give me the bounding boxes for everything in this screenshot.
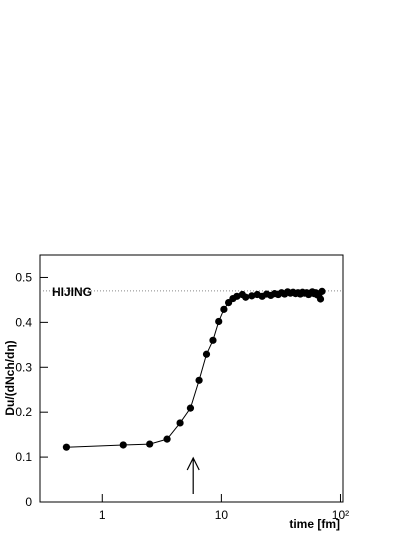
y-tick-label: 0.2 (15, 405, 32, 419)
annotation: HIJING (52, 285, 92, 299)
y-tick-label: 0.3 (15, 360, 32, 374)
y-axis-label: Du/(dNch/dη) (3, 340, 17, 415)
y-tick-label: 0 (25, 495, 32, 509)
arrow (186, 456, 200, 494)
data-point (62, 443, 71, 451)
x-axis-label: time [fm] (289, 517, 340, 531)
x-tick-label: 10² (332, 508, 349, 522)
data-point (195, 376, 203, 384)
data-point (119, 441, 127, 449)
frame (39, 254, 344, 503)
x-tick-label: 10 (215, 508, 229, 522)
x-tick-label: 1 (99, 508, 106, 522)
data-point (176, 419, 184, 427)
data-point (186, 404, 195, 412)
data-point (242, 293, 250, 301)
data-point (248, 292, 256, 300)
data-point (220, 305, 228, 313)
data-point (215, 317, 223, 326)
data-point (202, 350, 211, 358)
y-tick-label: 0.4 (15, 315, 32, 329)
y-tick-label: 0.1 (15, 450, 32, 464)
data-point (233, 292, 241, 300)
data-point (316, 295, 325, 303)
data-point (146, 440, 154, 448)
data-line (66, 291, 323, 448)
y-tick-label: 0.5 (15, 270, 32, 284)
data-point (318, 287, 326, 295)
data-point (163, 435, 171, 443)
data-point (209, 336, 217, 344)
